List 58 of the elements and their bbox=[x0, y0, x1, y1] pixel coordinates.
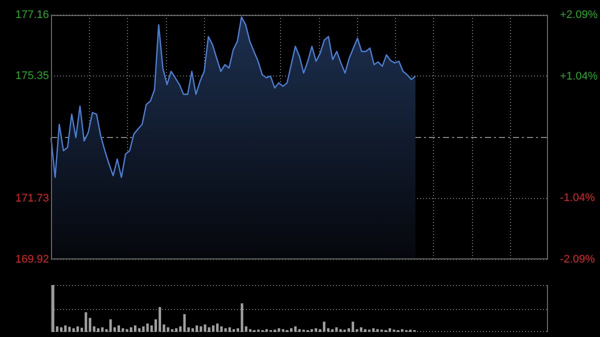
bar bbox=[118, 325, 120, 332]
bar bbox=[196, 325, 198, 332]
bar bbox=[372, 328, 375, 332]
bar bbox=[105, 329, 108, 332]
bar bbox=[142, 326, 145, 332]
bar bbox=[191, 328, 194, 332]
bar bbox=[310, 329, 314, 332]
bar bbox=[228, 327, 231, 332]
bar bbox=[170, 329, 174, 332]
bar bbox=[175, 328, 178, 332]
bar bbox=[109, 319, 112, 332]
bar bbox=[331, 329, 334, 332]
bar bbox=[294, 326, 297, 332]
bar bbox=[179, 326, 182, 332]
bar bbox=[376, 329, 379, 332]
bar bbox=[200, 326, 202, 332]
bar bbox=[339, 329, 342, 332]
bar bbox=[282, 329, 284, 332]
bar bbox=[388, 328, 392, 332]
bar bbox=[138, 328, 141, 332]
bar bbox=[352, 322, 354, 332]
bar bbox=[84, 312, 88, 332]
bar bbox=[278, 328, 280, 332]
bar bbox=[52, 285, 54, 332]
bar bbox=[248, 329, 252, 332]
bar bbox=[76, 326, 79, 332]
y2-tick-label: -2.09% bbox=[560, 253, 596, 266]
bar bbox=[236, 328, 240, 332]
bar bbox=[122, 328, 124, 332]
bar bbox=[400, 329, 404, 332]
bar bbox=[146, 324, 149, 332]
bar bbox=[265, 329, 268, 332]
bar bbox=[364, 329, 366, 332]
bar bbox=[130, 327, 132, 332]
bar bbox=[72, 328, 75, 332]
y-tick-label: 175.35 bbox=[15, 70, 49, 82]
bar bbox=[322, 322, 326, 332]
bar bbox=[290, 328, 293, 332]
bar bbox=[204, 324, 206, 332]
y2-tick-label: -1.04% bbox=[560, 192, 596, 204]
bar bbox=[97, 328, 100, 332]
bar bbox=[208, 327, 210, 332]
bar bbox=[212, 325, 214, 332]
bar bbox=[158, 307, 162, 332]
bar bbox=[64, 325, 67, 332]
y2-tick-label: +2.09% bbox=[560, 9, 598, 22]
y-tick-label: 169.92 bbox=[15, 253, 49, 266]
bar bbox=[88, 318, 92, 332]
bar bbox=[224, 328, 227, 332]
y-tick-label: 177.16 bbox=[15, 9, 49, 22]
bar bbox=[220, 326, 223, 332]
y-tick-label: 171.73 bbox=[15, 192, 49, 204]
bar bbox=[216, 324, 219, 332]
bar bbox=[232, 329, 236, 332]
bar bbox=[314, 328, 318, 332]
bar bbox=[244, 326, 248, 332]
bar bbox=[134, 325, 136, 332]
y2-tick-label: +1.04% bbox=[560, 70, 598, 82]
